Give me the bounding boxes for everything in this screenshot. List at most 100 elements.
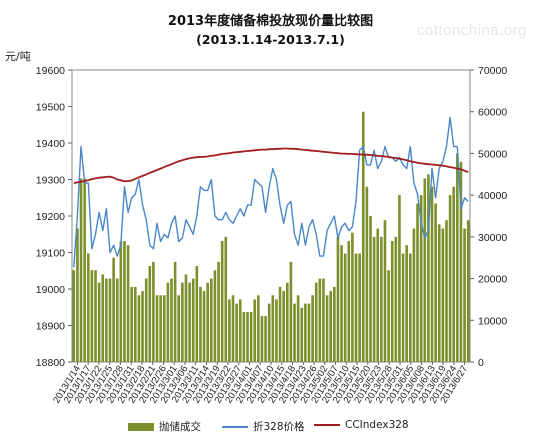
bar	[238, 299, 242, 362]
bar	[285, 282, 289, 362]
bar	[296, 295, 300, 362]
bar	[343, 253, 347, 362]
bar	[155, 295, 159, 362]
right-axis-tick-label: 60000	[478, 107, 507, 119]
bar	[123, 241, 126, 362]
bar	[148, 266, 152, 362]
bar	[419, 195, 423, 362]
bar	[329, 291, 333, 362]
right-axis-tick-label: 20000	[478, 274, 507, 286]
left-axis-tick-label: 19200	[36, 211, 65, 223]
bar	[354, 253, 358, 362]
legend-swatch-price	[222, 425, 248, 428]
bar	[206, 282, 209, 362]
bar	[390, 241, 394, 362]
bar	[456, 153, 459, 362]
bar	[97, 282, 101, 362]
bar	[217, 261, 220, 362]
bar	[101, 274, 105, 362]
bar	[213, 270, 217, 362]
bar	[184, 274, 188, 362]
bar	[76, 228, 79, 362]
left-axis-tick-label: 19600	[36, 65, 65, 77]
bar	[278, 286, 282, 362]
bar	[260, 316, 264, 362]
bar	[115, 278, 119, 362]
bar	[372, 236, 376, 362]
bar	[191, 278, 195, 362]
bar	[94, 270, 97, 362]
bar	[173, 261, 177, 362]
bar	[170, 278, 173, 362]
left-axis-tick-label: 19100	[36, 248, 65, 260]
bar	[130, 286, 134, 362]
bar	[423, 178, 427, 362]
watermark: cottonchina.org	[416, 22, 527, 39]
bar	[242, 311, 246, 362]
chart-subtitle: (2013.1.14-2013.7.1)	[196, 32, 345, 47]
legend-label-ccindex: CCIndex328	[345, 419, 409, 431]
bar	[264, 316, 267, 362]
price-line	[73, 116, 469, 268]
bar	[398, 195, 401, 362]
bar	[235, 303, 238, 362]
ccindex-line	[73, 147, 469, 184]
bar	[86, 253, 90, 362]
bar	[394, 236, 398, 362]
bar	[141, 291, 144, 362]
left-axis-tick-label: 19400	[36, 138, 65, 150]
bar	[383, 220, 387, 362]
bar	[358, 253, 361, 362]
bar	[466, 220, 470, 362]
bar	[351, 232, 354, 362]
bar	[137, 295, 141, 362]
bar	[257, 295, 260, 362]
bar	[387, 270, 390, 362]
bar	[152, 261, 155, 362]
bar	[430, 186, 434, 362]
bar	[159, 295, 162, 362]
bar	[162, 295, 166, 362]
bar	[340, 245, 343, 362]
bar	[246, 311, 249, 362]
bar	[112, 257, 115, 362]
bar	[181, 282, 184, 362]
bar	[325, 295, 329, 362]
chart-title: 2013年度储备棉投放现价量比较图	[167, 14, 374, 29]
bar	[108, 278, 112, 362]
bar	[380, 236, 383, 362]
bar	[83, 178, 86, 362]
bar	[416, 203, 419, 362]
left-axis-tick-label: 19500	[36, 102, 65, 114]
legend-item-price: 折328价格	[222, 419, 305, 434]
right-axis-tick-label: 50000	[478, 148, 507, 160]
left-axis-unit-label: 元/吨	[5, 50, 31, 63]
bar	[412, 228, 416, 362]
bar	[220, 241, 224, 362]
right-axis-tick-label: 30000	[478, 232, 507, 244]
bar	[333, 286, 336, 362]
bar	[369, 216, 372, 362]
bar	[202, 291, 206, 362]
bar	[452, 186, 456, 362]
bar	[347, 241, 351, 362]
bar	[459, 161, 463, 362]
bar	[119, 241, 123, 362]
legend-swatch-bars	[128, 422, 154, 431]
right-axis-tick-label: 0	[478, 357, 484, 369]
bar	[405, 245, 408, 362]
bar	[249, 311, 253, 362]
bar	[445, 220, 448, 362]
bar	[275, 299, 278, 362]
bar	[126, 245, 130, 362]
bar	[293, 303, 296, 362]
legend-swatch-ccindex	[314, 424, 340, 426]
bar	[79, 178, 83, 362]
bar	[271, 295, 275, 362]
bar	[166, 282, 170, 362]
legend-item-bars: 抛储成交	[128, 419, 201, 434]
bar	[376, 228, 380, 362]
left-axis-tick-label: 19000	[36, 284, 65, 296]
bar	[228, 299, 231, 362]
